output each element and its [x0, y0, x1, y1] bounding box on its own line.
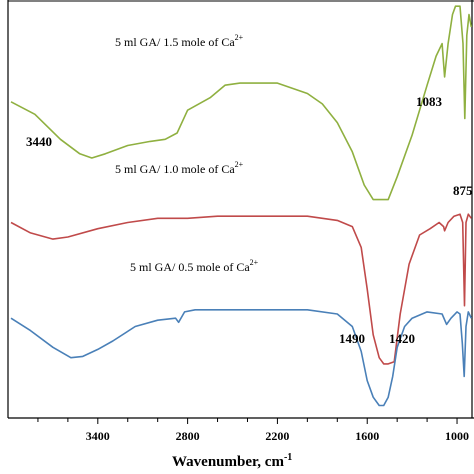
peak-label-1420: 1420 [389, 331, 415, 346]
series-line-2 [10, 213, 472, 365]
x-tick-label: 3400 [86, 429, 110, 443]
x-axis-ticks: 3400 2800 2200 1600 1000 [37, 418, 469, 443]
peak-label-1490: 1490 [339, 331, 365, 346]
series-label-3: 5 ml GA/ 0.5 mole of Ca2+ [130, 258, 259, 274]
peak-label-3440: 3440 [26, 134, 52, 149]
peak-label-1083: 1083 [416, 94, 443, 109]
x-axis-title: Wavenumber, cm-1 [172, 452, 292, 470]
x-tick-label: 2800 [176, 429, 200, 443]
series-line-1 [10, 5, 473, 201]
x-tick-label: 1000 [445, 429, 469, 443]
x-tick-label: 2200 [265, 429, 289, 443]
series-label-2: 5 ml GA/ 1.0 mole of Ca2+ [115, 160, 244, 176]
series-label-1: 5 ml GA/ 1.5 mole of Ca2+ [115, 33, 244, 49]
series-layer [10, 5, 473, 407]
x-tick-label: 1600 [355, 429, 379, 443]
series-line-3 [10, 309, 473, 407]
peak-label-875: 875 [453, 183, 473, 198]
